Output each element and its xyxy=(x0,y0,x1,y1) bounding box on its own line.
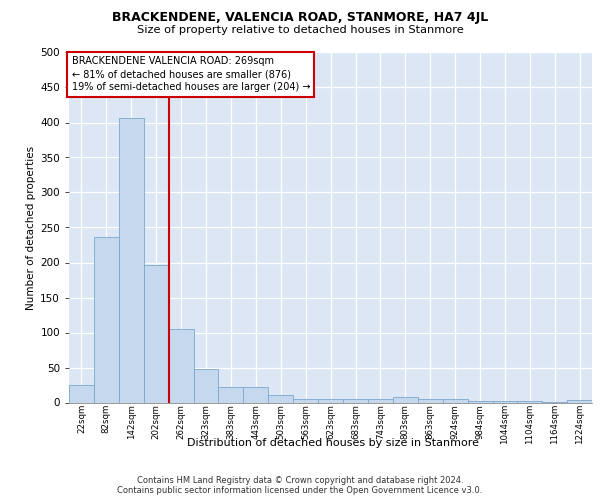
Bar xyxy=(69,385,94,402)
Bar xyxy=(393,397,418,402)
Text: Distribution of detached houses by size in Stanmore: Distribution of detached houses by size … xyxy=(187,438,479,448)
Bar xyxy=(244,387,268,402)
Bar xyxy=(443,399,467,402)
Bar xyxy=(318,399,343,402)
Bar xyxy=(493,401,517,402)
Bar xyxy=(194,369,218,402)
Bar xyxy=(567,400,592,402)
Bar xyxy=(268,395,293,402)
Bar xyxy=(467,401,493,402)
Text: Contains public sector information licensed under the Open Government Licence v3: Contains public sector information licen… xyxy=(118,486,482,495)
Text: Size of property relative to detached houses in Stanmore: Size of property relative to detached ho… xyxy=(137,25,463,35)
Y-axis label: Number of detached properties: Number of detached properties xyxy=(26,146,36,310)
Bar xyxy=(144,264,169,402)
Bar xyxy=(517,401,542,402)
Bar xyxy=(343,399,368,402)
Bar xyxy=(169,329,194,402)
Text: BRACKENDENE, VALENCIA ROAD, STANMORE, HA7 4JL: BRACKENDENE, VALENCIA ROAD, STANMORE, HA… xyxy=(112,11,488,24)
Bar xyxy=(119,118,144,403)
Bar xyxy=(368,399,393,402)
Text: BRACKENDENE VALENCIA ROAD: 269sqm
← 81% of detached houses are smaller (876)
19%: BRACKENDENE VALENCIA ROAD: 269sqm ← 81% … xyxy=(71,56,310,92)
Bar xyxy=(94,236,119,402)
Text: Contains HM Land Registry data © Crown copyright and database right 2024.: Contains HM Land Registry data © Crown c… xyxy=(137,476,463,485)
Bar xyxy=(418,399,443,402)
Bar xyxy=(293,399,318,402)
Bar xyxy=(218,387,244,402)
